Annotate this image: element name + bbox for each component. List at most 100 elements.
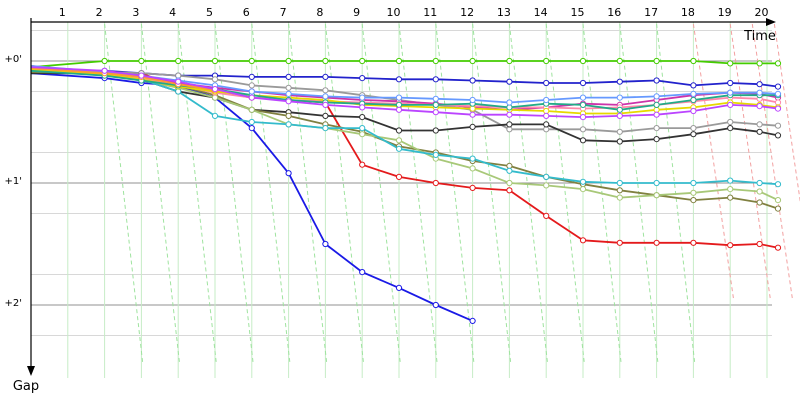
data-point bbox=[395, 57, 403, 65]
data-point bbox=[579, 237, 587, 244]
data-point bbox=[248, 73, 255, 81]
x-tick-label: 7 bbox=[280, 6, 287, 19]
x-tick-label: 4 bbox=[169, 6, 176, 19]
data-point bbox=[653, 101, 660, 109]
data-point bbox=[469, 155, 476, 162]
data-point bbox=[506, 57, 513, 65]
data-point bbox=[248, 88, 255, 95]
data-point bbox=[579, 137, 587, 144]
data-point bbox=[579, 126, 587, 133]
data-point bbox=[138, 57, 145, 65]
data-point bbox=[653, 125, 660, 132]
x-tick-label: 3 bbox=[132, 6, 139, 19]
data-point bbox=[395, 137, 403, 144]
diagonal-guide-green bbox=[251, 23, 291, 363]
data-point bbox=[285, 112, 292, 120]
data-point bbox=[653, 93, 660, 100]
data-point bbox=[506, 179, 513, 187]
data-point bbox=[432, 95, 439, 102]
x-tick-label: 5 bbox=[206, 6, 213, 19]
data-point bbox=[506, 187, 513, 194]
data-point bbox=[690, 197, 697, 204]
data-point bbox=[248, 94, 255, 101]
data-point bbox=[616, 194, 623, 201]
data-point bbox=[579, 101, 587, 109]
diagonal-guide-green bbox=[177, 23, 217, 363]
data-point bbox=[395, 76, 403, 83]
series-line bbox=[30, 72, 473, 322]
data-point bbox=[543, 96, 550, 104]
data-point bbox=[653, 239, 660, 246]
data-point bbox=[727, 186, 734, 193]
data-point bbox=[322, 93, 329, 100]
data-point bbox=[248, 118, 255, 126]
data-point bbox=[359, 131, 366, 138]
diagonal-guide-green bbox=[104, 23, 144, 363]
data-point bbox=[285, 73, 292, 81]
series-line bbox=[30, 68, 779, 201]
data-point bbox=[616, 138, 623, 145]
data-point bbox=[579, 114, 587, 121]
data-point bbox=[322, 125, 329, 132]
data-point bbox=[543, 57, 550, 65]
data-point bbox=[543, 173, 550, 180]
data-point bbox=[248, 82, 255, 89]
data-point bbox=[690, 107, 697, 115]
data-point bbox=[616, 78, 623, 85]
data-point bbox=[506, 99, 513, 106]
data-point bbox=[322, 112, 329, 120]
data-point bbox=[359, 125, 366, 132]
data-point bbox=[774, 205, 782, 212]
series-lines bbox=[30, 60, 779, 322]
y-tick-label: +2' bbox=[5, 298, 23, 309]
diagonal-guide-green bbox=[545, 23, 585, 363]
x-tick-label: 19 bbox=[718, 6, 732, 19]
data-point bbox=[432, 109, 439, 116]
data-point bbox=[432, 127, 439, 134]
data-point bbox=[506, 121, 513, 128]
data-point bbox=[690, 239, 697, 246]
diagonal-guide-green bbox=[472, 23, 512, 363]
data-point bbox=[727, 89, 734, 96]
data-point bbox=[543, 182, 550, 189]
x-tick-label: 20 bbox=[754, 6, 768, 19]
data-point bbox=[285, 57, 292, 65]
data-point bbox=[395, 127, 403, 134]
data-point bbox=[432, 301, 439, 309]
data-point bbox=[774, 244, 782, 251]
data-point bbox=[727, 194, 734, 201]
x-tick-label: 12 bbox=[460, 6, 474, 19]
data-point bbox=[690, 131, 697, 138]
x-tick-label: 17 bbox=[644, 6, 658, 19]
data-point bbox=[616, 187, 623, 194]
data-point bbox=[248, 125, 255, 132]
data-point bbox=[616, 106, 623, 113]
data-point bbox=[285, 170, 292, 177]
data-point bbox=[774, 197, 782, 204]
diagonal-guide-red bbox=[729, 23, 771, 299]
diagonal-guide-green bbox=[508, 23, 548, 363]
x-tick-label: 15 bbox=[570, 6, 584, 19]
data-point bbox=[774, 60, 782, 67]
data-point bbox=[756, 81, 763, 88]
data-point bbox=[727, 101, 734, 109]
data-point bbox=[690, 90, 697, 98]
data-point bbox=[322, 57, 329, 65]
data-point bbox=[211, 112, 219, 120]
series-points bbox=[101, 57, 782, 324]
diagonal-guide-green bbox=[361, 23, 401, 363]
x-tick-label: 9 bbox=[353, 6, 360, 19]
data-point bbox=[285, 98, 292, 105]
y-axis-label: Gap bbox=[13, 379, 39, 394]
data-point bbox=[774, 132, 782, 139]
diagonal-guide-green bbox=[324, 23, 364, 363]
x-tick-label: 1 bbox=[59, 6, 66, 19]
y-tick-label: +0' bbox=[5, 54, 23, 65]
series-line bbox=[30, 65, 779, 249]
x-tick-label: 6 bbox=[243, 6, 250, 19]
data-point bbox=[506, 167, 513, 174]
data-point bbox=[727, 242, 734, 249]
data-point bbox=[774, 181, 782, 188]
data-point bbox=[756, 103, 763, 110]
